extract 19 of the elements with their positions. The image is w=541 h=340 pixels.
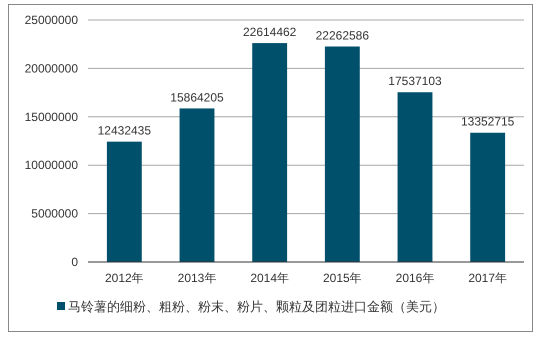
data-label: 22262586 [316, 28, 370, 42]
xtick: 2015年 [322, 271, 362, 285]
xtick: 2012年 [104, 271, 144, 285]
ytick: 25000000 [24, 13, 78, 27]
legend-label: 马铃薯的细粉、粗粉、粉末、粉片、颗粒及团粒进口金额（美元） [68, 299, 445, 314]
data-label: 17537103 [388, 74, 442, 88]
ytick: 20000000 [24, 61, 78, 76]
data-label: 13352715 [460, 114, 514, 129]
data-label: 12432435 [98, 124, 152, 138]
ytick: 5000000 [31, 206, 78, 221]
data-label: 15864205 [170, 90, 224, 104]
xtick: 2013年 [178, 271, 216, 285]
ytick: 0 [71, 255, 78, 269]
ytick: 15000000 [24, 110, 78, 124]
data-label: 22614462 [242, 25, 296, 40]
xtick: 2014年 [250, 271, 290, 285]
xtick: 2016年 [396, 271, 434, 285]
xtick: 2017年 [468, 271, 508, 285]
ytick: 10000000 [24, 158, 78, 172]
